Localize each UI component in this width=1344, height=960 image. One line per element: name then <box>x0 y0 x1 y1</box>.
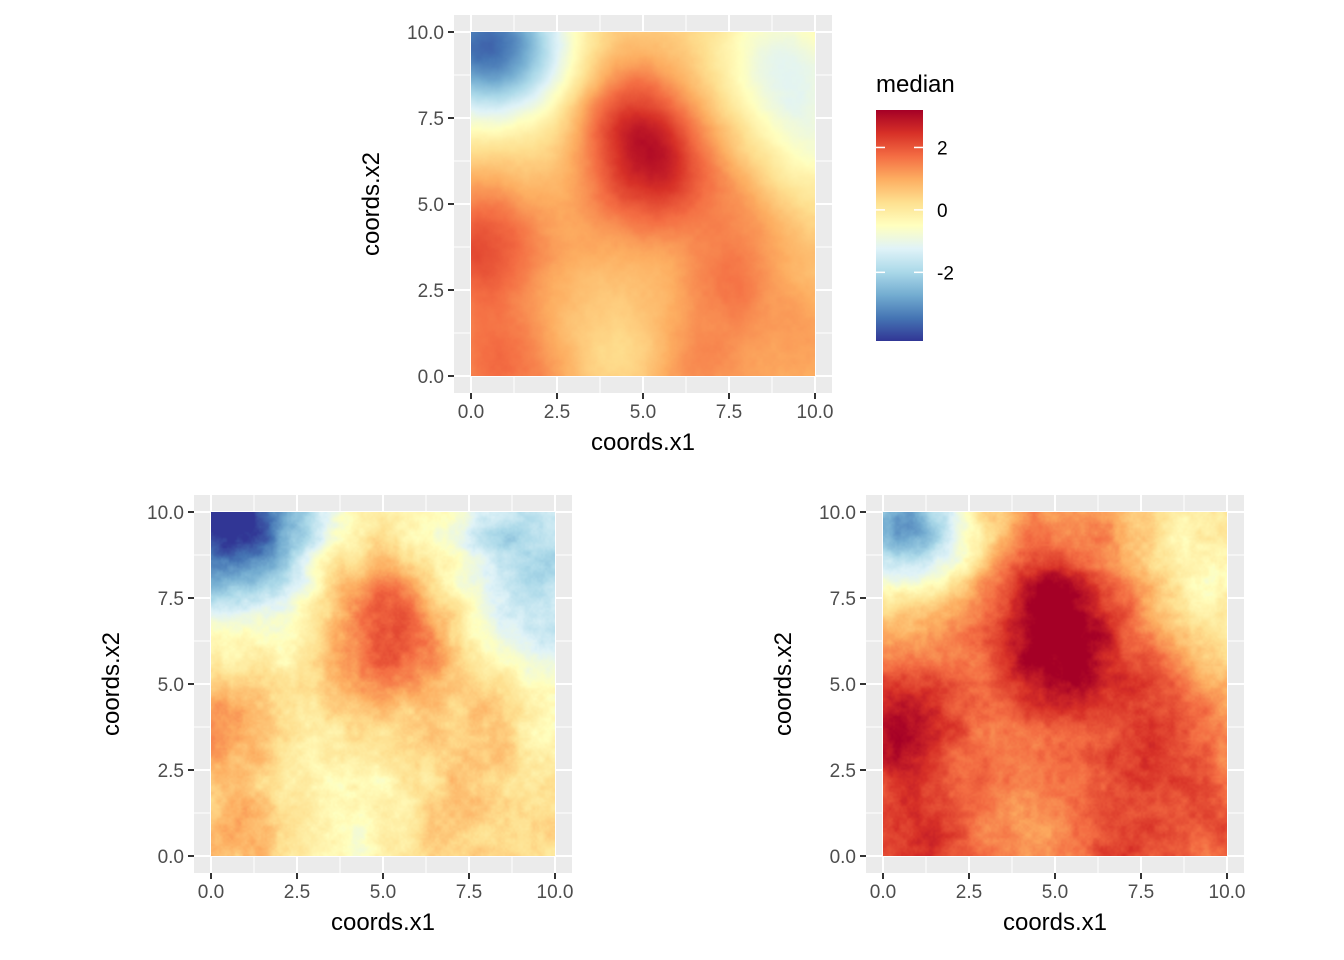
x-tick-label: 10.0 <box>797 402 834 423</box>
heatmap-raster <box>471 32 815 376</box>
colorbar-legend: median 2 0 -2 <box>876 71 955 341</box>
y-tick-label: 10.0 <box>407 23 444 44</box>
y-tick-label: 0.0 <box>418 367 444 388</box>
x-tick-label: 5.0 <box>370 882 396 903</box>
x-axis-title: coords.x1 <box>1003 909 1107 936</box>
x-tick-label: 5.0 <box>1042 882 1068 903</box>
x-tick-label: 0.0 <box>870 882 896 903</box>
y-tick-label: 5.0 <box>830 675 856 696</box>
y-tick-label: 7.5 <box>418 109 444 130</box>
x-tick-label: 2.5 <box>284 882 310 903</box>
legend-tick-label: 2 <box>937 138 948 159</box>
x-tick-label: 0.0 <box>198 882 224 903</box>
y-tick-label: 2.5 <box>418 281 444 302</box>
y-tick-labels: 0.0 2.5 5.0 7.5 10.0 <box>147 503 184 868</box>
y-tick-label: 10.0 <box>819 503 856 524</box>
y-tick-label: 7.5 <box>830 589 856 610</box>
x-tick-labels: 0.0 2.5 5.0 7.5 10.0 <box>870 882 1246 903</box>
y-tick-labels: 0.0 2.5 5.0 7.5 10.0 <box>407 23 444 388</box>
colorbar-ticks <box>876 146 923 274</box>
heatmap-raster <box>883 512 1227 856</box>
y-tick-label: 5.0 <box>158 675 184 696</box>
x-axis-title: coords.x1 <box>591 429 695 456</box>
x-tick-labels: 0.0 2.5 5.0 7.5 10.0 <box>198 882 574 903</box>
axis-ticks <box>188 511 556 879</box>
axis-ticks <box>860 511 1228 879</box>
y-tick-label: 7.5 <box>158 589 184 610</box>
panel-lower: 0.0 2.5 5.0 7.5 10.0 0.0 2.5 5.0 7.5 10.… <box>98 495 573 936</box>
y-tick-label: 10.0 <box>147 503 184 524</box>
x-tick-labels: 0.0 2.5 5.0 7.5 10.0 <box>458 402 834 423</box>
y-tick-label: 0.0 <box>158 847 184 868</box>
x-axis-title: coords.x1 <box>331 909 435 936</box>
x-tick-label: 7.5 <box>1128 882 1154 903</box>
y-tick-label: 0.0 <box>830 847 856 868</box>
y-tick-label: 2.5 <box>158 761 184 782</box>
colorbar <box>876 110 923 341</box>
y-axis-title: coords.x2 <box>98 632 125 736</box>
axis-ticks <box>448 31 816 399</box>
x-tick-label: 0.0 <box>458 402 484 423</box>
y-tick-label: 2.5 <box>830 761 856 782</box>
x-tick-label: 2.5 <box>956 882 982 903</box>
y-tick-label: 5.0 <box>418 195 444 216</box>
panel-median: 0.0 2.5 5.0 7.5 10.0 0.0 2.5 5.0 7.5 10.… <box>358 15 833 456</box>
x-tick-label: 7.5 <box>716 402 742 423</box>
legend-title: median <box>876 71 955 98</box>
x-tick-label: 7.5 <box>456 882 482 903</box>
y-axis-title: coords.x2 <box>358 152 385 256</box>
x-tick-label: 10.0 <box>537 882 574 903</box>
x-tick-label: 10.0 <box>1209 882 1246 903</box>
x-tick-label: 5.0 <box>630 402 656 423</box>
legend-tick-label: -2 <box>937 263 954 284</box>
x-tick-label: 2.5 <box>544 402 570 423</box>
panel-upper: 0.0 2.5 5.0 7.5 10.0 0.0 2.5 5.0 7.5 10.… <box>770 495 1245 936</box>
heatmap-raster <box>211 512 555 856</box>
y-tick-labels: 0.0 2.5 5.0 7.5 10.0 <box>819 503 856 868</box>
legend-tick-label: 0 <box>937 201 948 222</box>
y-axis-title: coords.x2 <box>770 632 797 736</box>
